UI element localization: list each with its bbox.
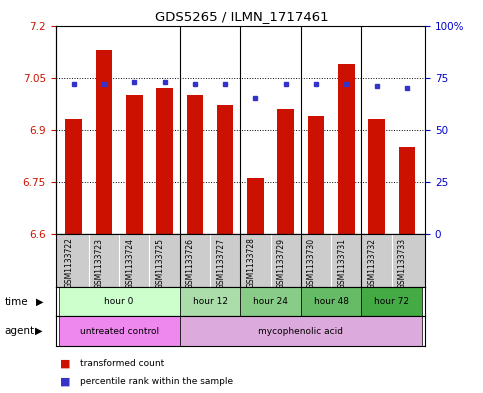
Text: hour 48: hour 48 (313, 297, 349, 306)
Bar (156, 88, 173, 234)
Text: hour 72: hour 72 (374, 297, 409, 306)
Bar (398, 147, 415, 234)
Text: ■: ■ (60, 358, 71, 369)
Text: GSM1133727: GSM1133727 (216, 237, 225, 288)
Bar (217, 105, 233, 234)
Bar (247, 178, 264, 234)
Text: transformed count: transformed count (80, 359, 164, 368)
Text: hour 24: hour 24 (253, 297, 288, 306)
Text: GSM1133729: GSM1133729 (277, 237, 286, 288)
Bar (361, 287, 422, 316)
Bar (308, 116, 325, 234)
Text: GSM1133726: GSM1133726 (186, 237, 195, 288)
Text: hour 12: hour 12 (193, 297, 227, 306)
Bar (241, 287, 301, 316)
Text: percentile rank within the sample: percentile rank within the sample (80, 377, 233, 386)
Bar (65, 119, 82, 234)
Text: GSM1133730: GSM1133730 (307, 237, 316, 289)
Text: mycophenolic acid: mycophenolic acid (258, 327, 343, 336)
Bar (58, 316, 180, 346)
Text: ▶: ▶ (36, 297, 44, 307)
Text: GDS5265 / ILMN_1717461: GDS5265 / ILMN_1717461 (155, 10, 328, 23)
Bar (338, 64, 355, 234)
Text: untreated control: untreated control (80, 327, 159, 336)
Text: GSM1133724: GSM1133724 (125, 237, 134, 288)
Bar (301, 287, 361, 316)
Text: ■: ■ (60, 376, 71, 386)
Text: agent: agent (5, 326, 35, 336)
Text: hour 0: hour 0 (104, 297, 134, 306)
Bar (368, 119, 385, 234)
Text: GSM1133728: GSM1133728 (246, 237, 256, 288)
Bar (277, 109, 294, 234)
Bar (186, 95, 203, 234)
Text: GSM1133732: GSM1133732 (368, 237, 377, 288)
Text: GSM1133725: GSM1133725 (156, 237, 165, 288)
Text: GSM1133722: GSM1133722 (65, 237, 74, 288)
Text: GSM1133723: GSM1133723 (95, 237, 104, 288)
Bar (96, 50, 113, 234)
Text: time: time (5, 297, 28, 307)
Text: ▶: ▶ (35, 326, 43, 336)
Bar (58, 287, 180, 316)
Bar (180, 316, 422, 346)
Bar (180, 287, 241, 316)
Text: GSM1133731: GSM1133731 (337, 237, 346, 288)
Bar (126, 95, 142, 234)
Text: GSM1133733: GSM1133733 (398, 237, 407, 289)
